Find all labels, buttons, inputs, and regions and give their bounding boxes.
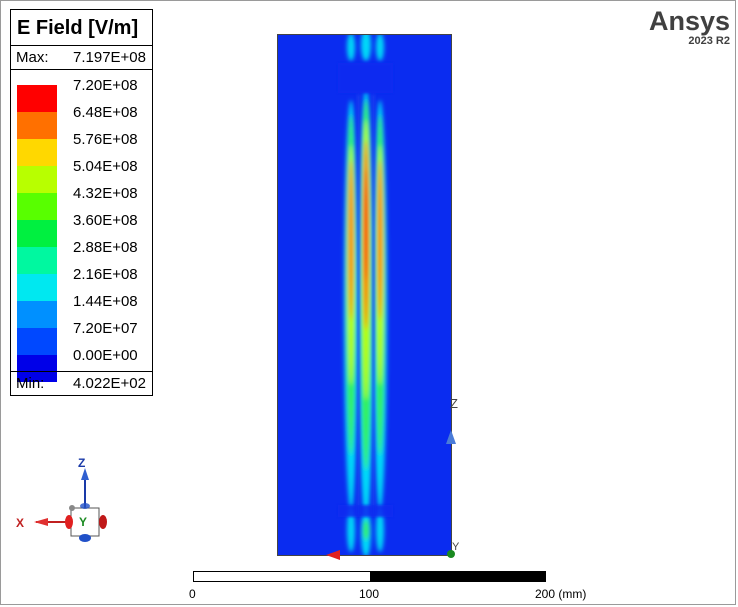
legend-band bbox=[17, 328, 57, 355]
legend-min-label: Min: bbox=[16, 375, 45, 392]
triad-z-label: Z bbox=[78, 456, 86, 470]
legend-max-label: Max: bbox=[16, 49, 49, 66]
field-streaks bbox=[344, 35, 387, 555]
legend-tick: 0.00E+00 bbox=[73, 347, 138, 364]
brand-version: 2023 R2 bbox=[688, 35, 730, 47]
legend-band bbox=[17, 220, 57, 247]
legend-band bbox=[17, 85, 57, 112]
legend-tick: 3.60E+08 bbox=[73, 212, 138, 229]
scale-label-200: 200 (mm) bbox=[535, 587, 587, 601]
y-axis-dot-icon bbox=[447, 550, 455, 558]
legend-tick: 5.04E+08 bbox=[73, 158, 138, 175]
field-plot[interactable] bbox=[277, 34, 452, 556]
triad-x-label: X bbox=[16, 516, 25, 530]
legend-tick: 4.32E+08 bbox=[73, 185, 138, 202]
legend-band bbox=[17, 139, 57, 166]
legend-band bbox=[17, 112, 57, 139]
axis-triad[interactable]: Z X Y bbox=[14, 452, 114, 552]
legend-max-value: 7.197E+08 bbox=[73, 49, 146, 66]
legend-band bbox=[17, 166, 57, 193]
legend-tick: 2.16E+08 bbox=[73, 266, 138, 283]
legend-band bbox=[17, 274, 57, 301]
legend-tick: 7.20E+08 bbox=[73, 77, 138, 94]
legend-tick: 7.20E+07 bbox=[73, 320, 138, 337]
scale-label-0: 0 bbox=[189, 587, 196, 601]
color-legend: E Field [V/m] Max: 7.197E+08 7.20E+08 6.4… bbox=[10, 9, 153, 396]
legend-band bbox=[17, 247, 57, 274]
z-axis-arrow-icon bbox=[446, 430, 456, 444]
field-gaps bbox=[338, 63, 393, 517]
plot-z-axis-label: Z bbox=[450, 396, 458, 411]
legend-title: E Field [V/m] bbox=[11, 10, 152, 46]
legend-min-row: Min: 4.022E+02 bbox=[11, 371, 152, 395]
scale-label-100: 100 bbox=[359, 587, 380, 601]
legend-band bbox=[17, 301, 57, 328]
triad-graphic bbox=[34, 468, 107, 542]
ansys-logo: Ansys 2023 R2 bbox=[649, 6, 730, 47]
legend-max-row: Max: 7.197E+08 bbox=[11, 46, 152, 70]
legend-tick: 1.44E+08 bbox=[73, 293, 138, 310]
scale-bar bbox=[193, 571, 546, 582]
legend-band bbox=[17, 193, 57, 220]
scale-bar-fill bbox=[370, 572, 546, 581]
legend-min-value: 4.022E+02 bbox=[73, 375, 146, 392]
x-axis-arrow-icon bbox=[326, 550, 340, 560]
field-contour-graphic bbox=[278, 35, 451, 555]
legend-tick: 5.76E+08 bbox=[73, 131, 138, 148]
brand-name: Ansys bbox=[648, 6, 730, 36]
legend-tick: 2.88E+08 bbox=[73, 239, 138, 256]
triad-y-label: Y bbox=[79, 515, 88, 529]
legend-tick: 6.48E+08 bbox=[73, 104, 138, 121]
plot-y-axis-label: Y bbox=[452, 541, 460, 553]
legend-band bbox=[17, 355, 57, 382]
